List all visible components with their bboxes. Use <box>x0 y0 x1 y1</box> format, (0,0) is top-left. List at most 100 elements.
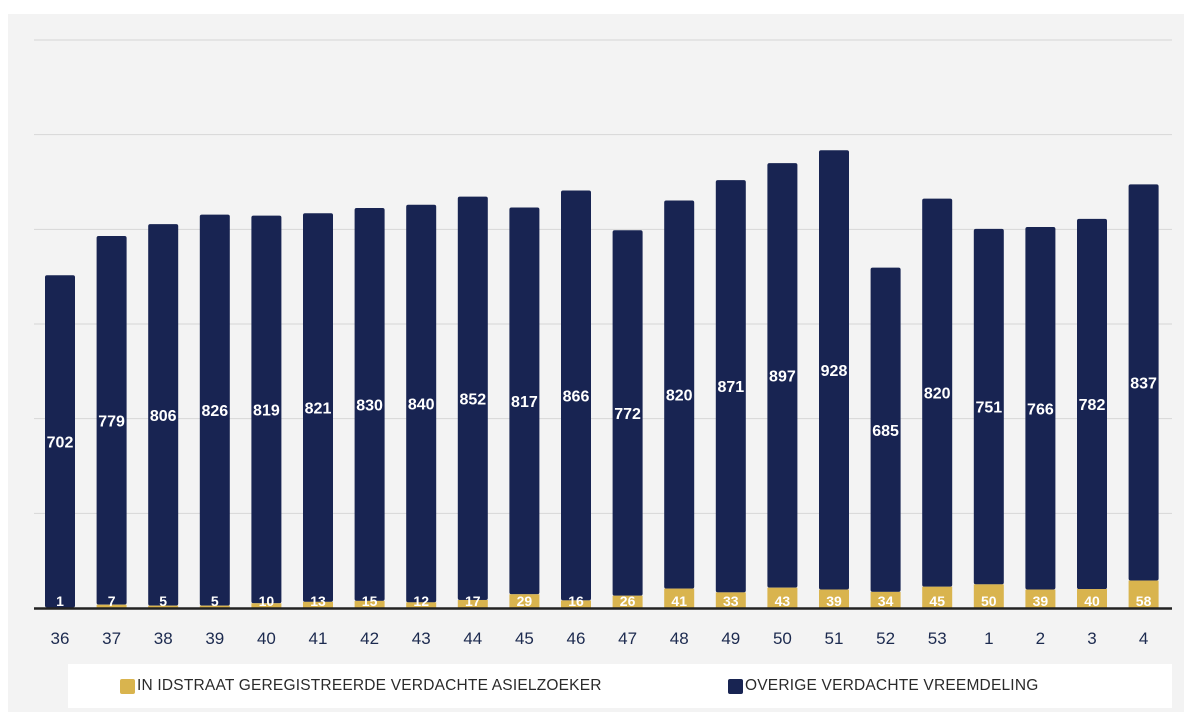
data-label-asielzoeker-43: 12 <box>413 593 429 609</box>
bar-asielzoeker-40 <box>251 603 282 608</box>
data-label-vreemdeling-2: 766 <box>1027 401 1054 418</box>
bar-vreemdeling-45 <box>509 207 540 595</box>
x-tick-label: 41 <box>309 629 328 648</box>
data-labels: 7021779780658265819108211383015840128521… <box>47 363 1157 609</box>
data-label-vreemdeling-45: 817 <box>511 394 538 411</box>
x-tick-label: 51 <box>825 629 844 648</box>
legend-swatch-vreemdeling <box>728 678 743 694</box>
data-label-asielzoeker-4: 58 <box>1136 593 1152 609</box>
data-label-vreemdeling-47: 772 <box>614 406 641 423</box>
data-label-vreemdeling-48: 820 <box>666 388 693 405</box>
x-tick-label: 45 <box>515 629 534 648</box>
data-label-asielzoeker-48: 41 <box>671 593 687 609</box>
data-label-vreemdeling-49: 871 <box>717 379 744 396</box>
bar-asielzoeker-39 <box>199 605 230 608</box>
bar-asielzoeker-51 <box>819 589 849 608</box>
data-label-vreemdeling-36: 702 <box>47 434 74 451</box>
data-label-asielzoeker-50: 43 <box>775 593 791 609</box>
x-tick-label: 46 <box>567 629 586 648</box>
legend-label-vreemdeling: OVERIGE VERDACHTE VREEMDELING <box>745 677 1039 694</box>
data-label-asielzoeker-47: 26 <box>620 593 636 609</box>
x-tick-label: 1 <box>984 629 993 648</box>
data-label-asielzoeker-37: 7 <box>108 593 116 609</box>
bar-asielzoeker-41 <box>303 601 333 608</box>
bar-vreemdeling-40 <box>251 215 282 604</box>
data-label-asielzoeker-1: 50 <box>981 593 997 609</box>
x-tick-labels: 36 37 38 39 40 41 42 43 44 45 46 47 48 49 50 51 52 53 1 2 3 4 <box>51 629 1149 648</box>
x-tick-label: 40 <box>257 629 276 648</box>
x-tick-label: 49 <box>721 629 740 648</box>
data-label-vreemdeling-42: 830 <box>356 397 383 414</box>
bar-asielzoeker-42 <box>354 600 385 608</box>
bar-asielzoeker-38 <box>148 605 179 608</box>
data-label-vreemdeling-41: 821 <box>305 401 332 418</box>
data-label-vreemdeling-53: 820 <box>924 386 951 403</box>
x-tick-label: 42 <box>360 629 379 648</box>
x-tick-label: 39 <box>205 629 224 648</box>
data-label-vreemdeling-43: 840 <box>408 397 435 414</box>
bar-vreemdeling-53 <box>922 198 953 587</box>
bar-vreemdeling-4 <box>1128 184 1159 581</box>
bar-asielzoeker-2 <box>1025 589 1056 608</box>
bar-vreemdeling-43 <box>406 204 437 603</box>
bar-vreemdeling-3 <box>1077 218 1107 590</box>
bar-asielzoeker-47 <box>612 595 643 608</box>
bar-vreemdeling-50 <box>767 163 798 588</box>
bar-vreemdeling-44 <box>457 196 488 600</box>
data-label-asielzoeker-38: 5 <box>159 593 167 609</box>
data-label-vreemdeling-40: 819 <box>253 402 280 419</box>
x-tick-label: 44 <box>463 629 482 648</box>
data-label-vreemdeling-37: 779 <box>98 413 125 430</box>
data-label-vreemdeling-1: 751 <box>975 400 1002 417</box>
x-tick-label: 4 <box>1139 629 1148 648</box>
data-label-asielzoeker-36: 1 <box>56 593 64 609</box>
x-tick-label: 2 <box>1036 629 1045 648</box>
data-label-asielzoeker-52: 34 <box>878 593 894 609</box>
legend-label-asielzoeker: IN IDSTRAAT GEREGISTREERDE VERDACHTE ASI… <box>137 677 602 694</box>
x-tick-label: 50 <box>773 629 792 648</box>
bar-asielzoeker-53 <box>922 586 953 608</box>
x-tick-label: 3 <box>1087 629 1096 648</box>
data-label-asielzoeker-49: 33 <box>723 593 739 609</box>
data-label-asielzoeker-2: 39 <box>1033 593 1049 609</box>
bar-asielzoeker-48 <box>664 588 695 608</box>
bar-vreemdeling-42 <box>354 208 385 601</box>
data-label-asielzoeker-41: 13 <box>310 593 326 609</box>
data-label-vreemdeling-4: 837 <box>1130 375 1157 392</box>
data-label-asielzoeker-51: 39 <box>826 593 842 609</box>
x-tick-label: 37 <box>102 629 121 648</box>
bar-asielzoeker-46 <box>561 600 591 608</box>
data-label-vreemdeling-46: 866 <box>563 388 590 405</box>
x-tick-label: 48 <box>670 629 689 648</box>
bar-vreemdeling-47 <box>612 230 643 596</box>
bar-vreemdeling-37 <box>96 235 127 605</box>
x-tick-label: 38 <box>154 629 173 648</box>
data-label-asielzoeker-53: 45 <box>929 593 945 609</box>
bar-vreemdeling-39 <box>199 214 230 606</box>
data-label-asielzoeker-44: 17 <box>465 593 481 609</box>
data-label-asielzoeker-39: 5 <box>211 593 219 609</box>
x-tick-label: 36 <box>51 629 70 648</box>
bar-vreemdeling-41 <box>303 213 333 602</box>
data-label-vreemdeling-3: 782 <box>1079 397 1106 414</box>
data-label-vreemdeling-44: 852 <box>459 391 486 408</box>
bar-vreemdeling-38 <box>148 224 179 606</box>
data-label-asielzoeker-42: 15 <box>362 593 378 609</box>
bar-vreemdeling-46 <box>561 190 591 601</box>
bar-asielzoeker-3 <box>1077 589 1107 608</box>
bar-asielzoeker-49 <box>715 592 746 608</box>
bar-vreemdeling-51 <box>819 150 849 590</box>
data-label-asielzoeker-46: 16 <box>568 593 584 609</box>
x-tick-label: 43 <box>412 629 431 648</box>
data-label-asielzoeker-45: 29 <box>517 593 533 609</box>
bar-asielzoeker-43 <box>406 602 437 608</box>
x-tick-label: 47 <box>618 629 637 648</box>
bar-asielzoeker-44 <box>457 599 488 608</box>
legend: IN IDSTRAAT GEREGISTREERDE VERDACHTE ASI… <box>68 664 1172 708</box>
data-label-vreemdeling-50: 897 <box>769 368 796 385</box>
x-tick-label: 53 <box>928 629 947 648</box>
bar-asielzoeker-50 <box>767 587 798 608</box>
data-label-vreemdeling-51: 928 <box>821 363 848 380</box>
data-label-vreemdeling-52: 685 <box>872 423 899 440</box>
